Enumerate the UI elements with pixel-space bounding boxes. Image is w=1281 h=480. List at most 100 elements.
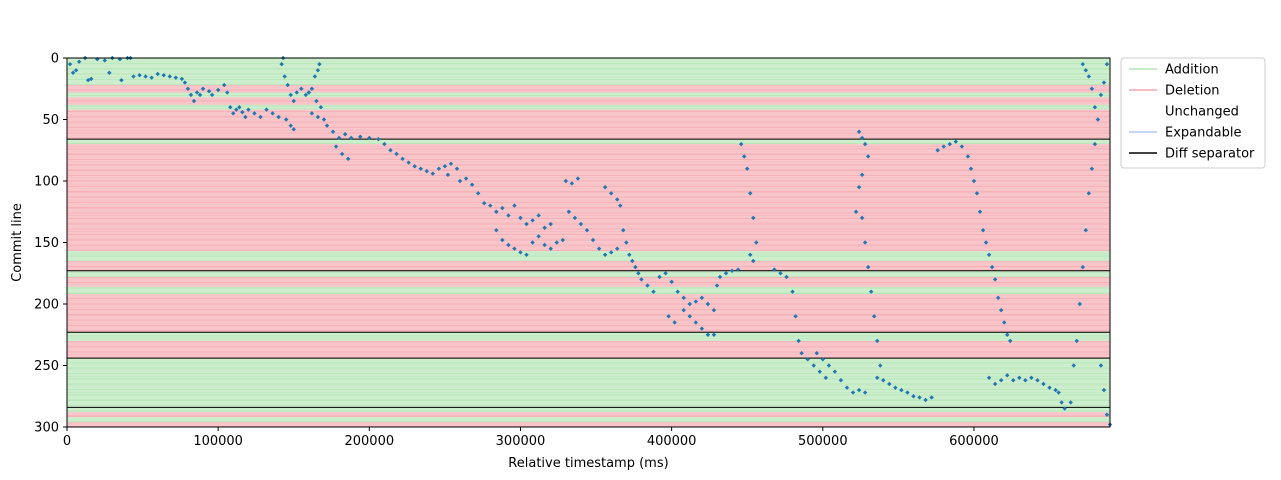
- data-point: [572, 215, 578, 221]
- data-point: [675, 289, 680, 294]
- data-point: [1098, 92, 1104, 98]
- data-point: [276, 114, 281, 120]
- data-point: [748, 252, 753, 257]
- data-point: [333, 144, 339, 149]
- data-point: [1047, 385, 1052, 390]
- data-point: [868, 289, 874, 294]
- data-point: [784, 274, 789, 280]
- data-point: [306, 90, 312, 95]
- data-point: [850, 390, 856, 395]
- data-point: [941, 144, 946, 149]
- data-point: [590, 237, 596, 243]
- data-point: [206, 89, 212, 94]
- data-point: [231, 111, 236, 116]
- data-point: [117, 57, 123, 62]
- data-point: [240, 109, 245, 115]
- data-point: [282, 74, 287, 79]
- data-point: [681, 307, 686, 313]
- data-point: [530, 218, 535, 223]
- data-point: [893, 385, 898, 390]
- y-tick-label: 200: [34, 298, 59, 313]
- data-point: [1029, 375, 1034, 380]
- data-point: [838, 378, 844, 383]
- data-point: [575, 176, 581, 181]
- data-point: [394, 151, 399, 157]
- data-point: [418, 166, 423, 171]
- x-axis-label: Relative timestamp (ms): [508, 456, 668, 471]
- data-point: [947, 141, 952, 147]
- data-point: [67, 61, 73, 67]
- legend: Addition Deletion Unchanged Expandable Diff …: [1120, 57, 1266, 169]
- data-point: [699, 295, 705, 301]
- data-point: [621, 228, 626, 233]
- data-point: [536, 234, 541, 239]
- legend-box: [1120, 57, 1266, 169]
- data-point: [188, 92, 194, 98]
- data-point: [1005, 373, 1010, 378]
- data-point: [321, 117, 327, 122]
- data-point: [820, 357, 825, 362]
- data-point: [73, 68, 79, 73]
- data-point: [161, 73, 166, 78]
- data-point: [865, 154, 871, 159]
- data-point: [314, 98, 319, 104]
- y-axis: 0 50 100 150 200 250 300: [34, 52, 67, 436]
- data-point: [406, 160, 411, 165]
- data-point: [367, 135, 372, 141]
- data-point: [729, 268, 735, 273]
- data-point: [542, 242, 547, 248]
- data-point: [965, 154, 971, 159]
- data-point: [602, 184, 608, 190]
- data-point: [131, 74, 136, 79]
- data-point: [294, 90, 299, 95]
- data-point: [1074, 338, 1079, 344]
- scatter-points: [67, 55, 1113, 427]
- data-point: [875, 338, 880, 344]
- data-point: [554, 240, 559, 245]
- data-point: [986, 252, 992, 257]
- data-point: [862, 240, 868, 245]
- data-point: [986, 375, 992, 380]
- data-point: [805, 357, 810, 362]
- data-point: [279, 61, 284, 67]
- data-point: [1041, 381, 1046, 387]
- data-point: [1098, 363, 1104, 368]
- data-point: [602, 252, 608, 257]
- data-point: [339, 151, 345, 157]
- data-point: [445, 172, 451, 178]
- data-point: [143, 74, 148, 79]
- data-point: [1104, 412, 1110, 417]
- data-point: [569, 181, 575, 186]
- data-point: [790, 289, 795, 294]
- data-point: [299, 86, 304, 91]
- data-point: [1092, 105, 1098, 110]
- data-point: [693, 320, 699, 325]
- data-point: [1083, 68, 1089, 73]
- data-point: [179, 76, 185, 82]
- x-tick-label: 100000: [193, 434, 243, 449]
- data-point: [317, 61, 322, 67]
- y-tick-label: 150: [34, 236, 59, 251]
- data-point: [723, 271, 729, 276]
- data-point: [225, 90, 230, 95]
- data-point: [905, 390, 910, 395]
- data-point: [288, 123, 293, 128]
- data-point: [119, 77, 124, 83]
- data-point: [853, 209, 859, 214]
- data-point: [627, 252, 632, 257]
- data-point: [971, 178, 977, 184]
- data-point: [376, 136, 381, 142]
- data-point: [608, 250, 614, 255]
- data-point: [1008, 338, 1013, 344]
- y-tick-label: 50: [42, 113, 59, 128]
- data-point: [1080, 264, 1085, 270]
- data-point: [717, 274, 723, 280]
- data-point: [291, 98, 296, 104]
- data-point: [348, 135, 354, 141]
- data-point: [536, 213, 541, 218]
- data-point: [584, 228, 590, 233]
- data-point: [548, 221, 553, 227]
- data-point: [711, 307, 717, 313]
- data-point: [563, 178, 569, 184]
- data-point: [167, 74, 172, 79]
